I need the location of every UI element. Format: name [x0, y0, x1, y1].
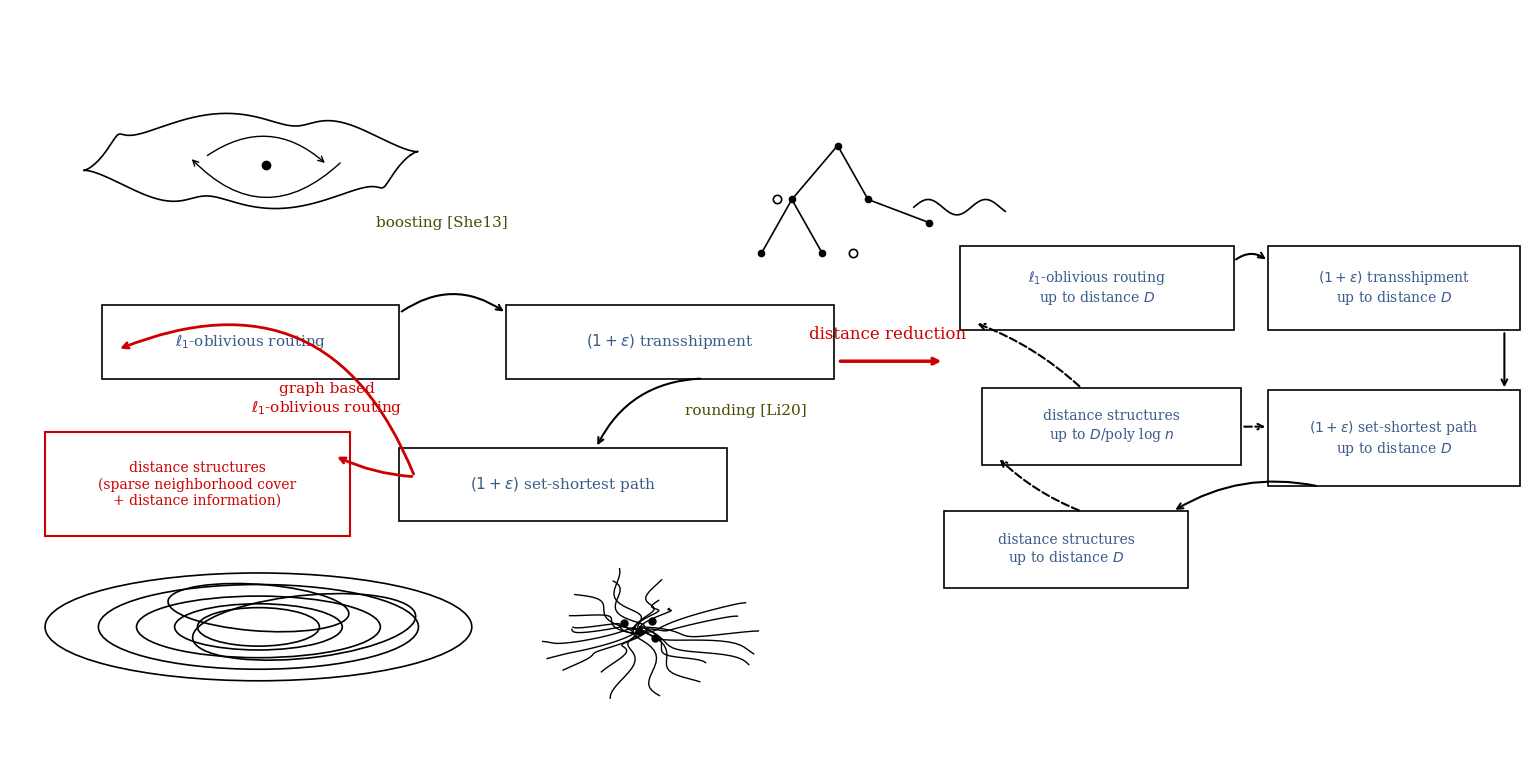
Text: rounding [Li20]: rounding [Li20]: [686, 405, 807, 418]
FancyBboxPatch shape: [400, 448, 727, 521]
FancyBboxPatch shape: [944, 511, 1189, 588]
FancyBboxPatch shape: [1269, 390, 1520, 486]
FancyBboxPatch shape: [983, 388, 1241, 465]
Text: distance structures
(sparse neighborhood cover
+ distance information): distance structures (sparse neighborhood…: [98, 461, 297, 508]
FancyBboxPatch shape: [1269, 245, 1520, 330]
Text: distance structures
up to $D$/poly log $n$: distance structures up to $D$/poly log $…: [1043, 409, 1180, 444]
Text: boosting [She13]: boosting [She13]: [375, 216, 508, 230]
FancyBboxPatch shape: [102, 305, 400, 379]
Text: $\ell_1$-oblivious routing: $\ell_1$-oblivious routing: [175, 333, 326, 351]
FancyBboxPatch shape: [45, 433, 349, 536]
Text: graph based
$\ell_1$-oblivious routing: graph based $\ell_1$-oblivious routing: [251, 383, 403, 417]
Text: $\ell_1$-oblivious routing
up to distance $D$: $\ell_1$-oblivious routing up to distanc…: [1027, 269, 1166, 307]
Text: distance reduction: distance reduction: [809, 325, 966, 343]
Text: $(1+\varepsilon)$ set-shortest path
up to distance $D$: $(1+\varepsilon)$ set-shortest path up t…: [1309, 419, 1478, 458]
Text: distance structures
up to distance $D$: distance structures up to distance $D$: [998, 532, 1135, 567]
FancyBboxPatch shape: [960, 245, 1233, 330]
FancyBboxPatch shape: [506, 305, 834, 379]
Text: $(1+\varepsilon)$ set-shortest path: $(1+\varepsilon)$ set-shortest path: [471, 475, 657, 494]
Text: $(1+\varepsilon)$ transshipment
up to distance $D$: $(1+\varepsilon)$ transshipment up to di…: [1318, 269, 1470, 307]
Text: $(1+\varepsilon)$ transshipment: $(1+\varepsilon)$ transshipment: [586, 332, 754, 351]
